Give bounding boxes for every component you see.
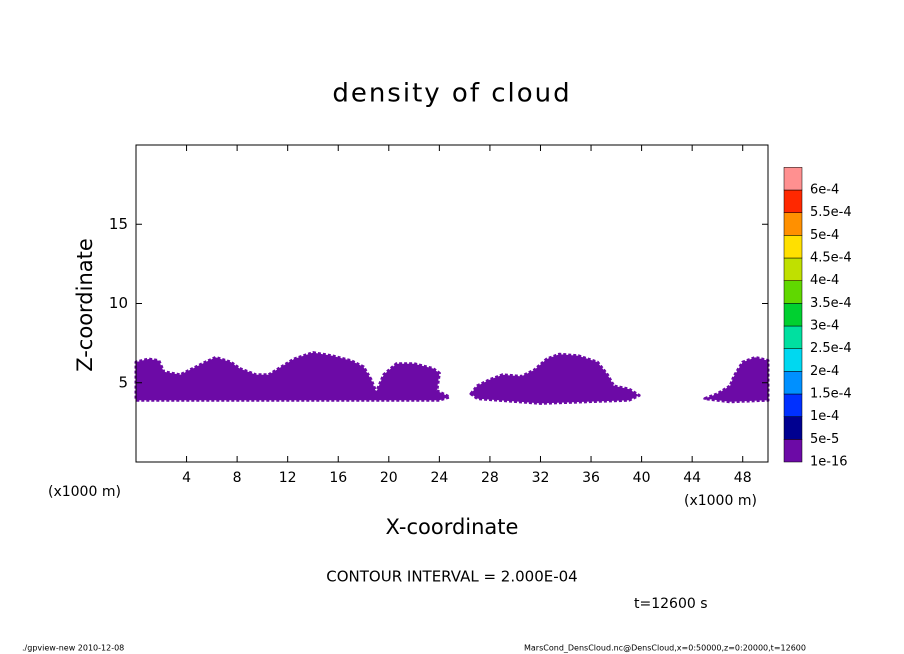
x-tick-label: 24 <box>430 470 448 486</box>
colorbar-box <box>783 325 803 349</box>
colorbar-label: 5e-5 <box>810 432 839 447</box>
colorbar-label: 1e-16 <box>810 455 848 470</box>
x-tick-label: 44 <box>683 470 701 486</box>
y-tick-label: 10 <box>109 294 128 312</box>
colorbar-box <box>783 235 803 259</box>
y-tick-label: 5 <box>118 373 128 391</box>
footer-left: ./gpview-new 2010-12-08 <box>22 644 124 653</box>
colorbar-label: 5.5e-4 <box>810 205 852 220</box>
cloud-region <box>703 355 770 404</box>
x-tick-label: 16 <box>329 470 347 486</box>
colorbar-box <box>783 303 803 327</box>
x-tick-label: 32 <box>532 470 550 486</box>
colorbar-box <box>783 280 803 304</box>
x-tick-label: 40 <box>633 470 651 486</box>
colorbar-box <box>783 257 803 281</box>
footer-right: MarsCond_DensCloud.nc@DensCloud,x=0:5000… <box>524 644 806 653</box>
cloud-region <box>469 352 641 405</box>
colorbar-label: 3e-4 <box>810 319 839 334</box>
colorbar-box <box>783 348 803 372</box>
colorbar-label: 1.5e-4 <box>810 387 852 402</box>
x-tick-label: 36 <box>582 470 600 486</box>
colorbar-label: 2e-4 <box>810 364 839 379</box>
y-axis-label: Z-coordinate <box>73 238 97 372</box>
cloud-region <box>134 351 451 402</box>
x-tick-label: 12 <box>279 470 297 486</box>
colorbar-box <box>783 393 803 417</box>
colorbar-label: 4e-4 <box>810 273 839 288</box>
contour-interval: CONTOUR INTERVAL = 2.000E-04 <box>326 568 577 586</box>
time-label: t=12600 s <box>634 596 708 612</box>
colorbar-box <box>783 189 803 213</box>
colorbar-label: 1e-4 <box>810 409 839 424</box>
colorbar-label: 6e-4 <box>810 183 839 198</box>
chart-title: density of cloud <box>332 79 571 109</box>
colorbar-label: 4.5e-4 <box>810 251 852 266</box>
x-unit-label: (x1000 m) <box>48 484 121 500</box>
colorbar-box <box>783 439 803 463</box>
x-axis-label: X-coordinate <box>386 515 519 539</box>
colorbar-label: 3.5e-4 <box>810 296 852 311</box>
x-tick-label: 48 <box>734 470 752 486</box>
colorbar-box <box>783 416 803 440</box>
colorbar-label: 2.5e-4 <box>810 341 852 356</box>
x-tick-label: 4 <box>182 470 191 486</box>
colorbar-label: 5e-4 <box>810 228 839 243</box>
x-tick-label: 28 <box>481 470 499 486</box>
y-tick-label: 15 <box>109 215 128 233</box>
colorbar-box <box>783 167 803 191</box>
colorbar-box <box>783 212 803 236</box>
colorbar-box <box>783 371 803 395</box>
x-unit-label: (x1000 m) <box>684 493 757 509</box>
x-tick-label: 20 <box>380 470 398 486</box>
x-tick-label: 8 <box>233 470 242 486</box>
